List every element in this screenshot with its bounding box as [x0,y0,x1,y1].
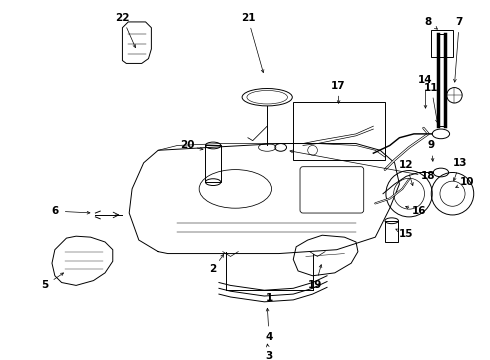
Text: 12: 12 [399,160,414,170]
Text: 10: 10 [460,177,474,187]
Bar [385,221,398,242]
Text: 8: 8 [425,17,432,27]
Text: 1: 1 [266,293,273,303]
Text: 5: 5 [42,280,49,291]
Text: 20: 20 [180,140,195,150]
Bar [293,102,385,160]
Bar [431,30,452,57]
Text: 17: 17 [331,81,346,91]
Text: 3: 3 [266,351,273,360]
Text: 6: 6 [51,206,58,216]
Text: 9: 9 [428,140,435,150]
Text: 16: 16 [412,206,426,216]
Text: 2: 2 [210,264,217,274]
Text: 7: 7 [456,17,463,27]
Text: 15: 15 [399,229,414,239]
Text: 13: 13 [453,158,467,168]
Bar [205,145,221,182]
Text: 22: 22 [115,13,130,23]
Text: 18: 18 [421,171,436,181]
Text: 19: 19 [308,280,322,291]
Text: 14: 14 [418,75,433,85]
Text: 11: 11 [424,82,439,93]
Text: 21: 21 [241,13,255,23]
Text: 4: 4 [266,332,273,342]
